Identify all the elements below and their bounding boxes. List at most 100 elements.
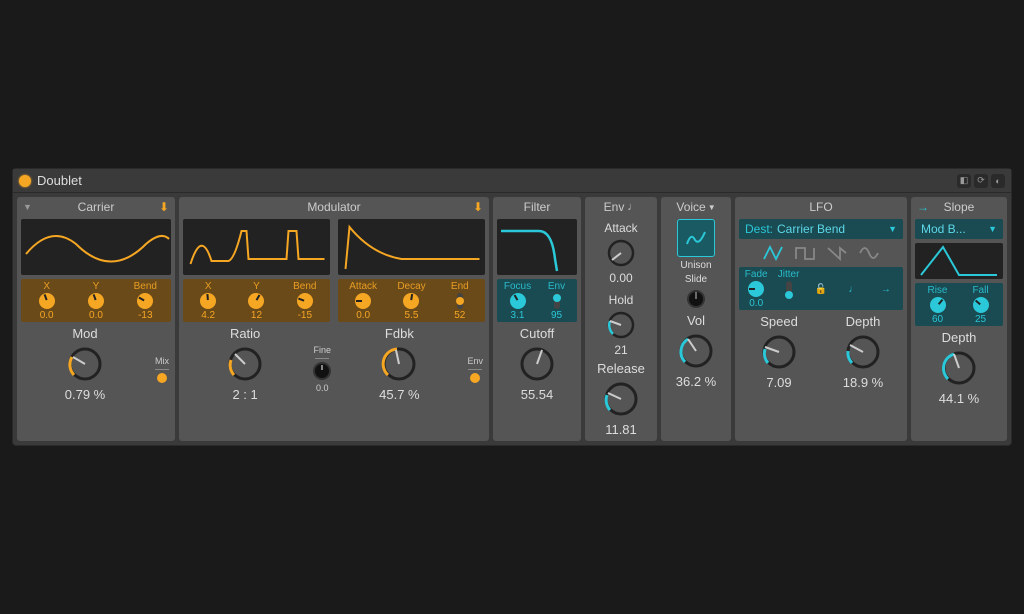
env-release-knob[interactable] (602, 380, 640, 418)
filter-env-label: Env (548, 281, 565, 292)
retrigger-icon[interactable]: → (878, 281, 894, 297)
mod-fdbk-value: 45.7 % (379, 387, 419, 402)
mod-decay-knob[interactable] (403, 293, 419, 309)
filter-focus-value: 3.1 (511, 310, 525, 321)
lfo-dest-value: Carrier Bend (777, 222, 845, 236)
titlebar-button-1[interactable]: ◧ (957, 174, 971, 188)
env-attack-stack: Attack 0.00 (585, 217, 657, 289)
carrier-wave-display[interactable] (21, 219, 171, 275)
carrier-bend-knob[interactable] (137, 293, 153, 309)
lfo-note-value (852, 298, 855, 309)
slope-depth-label: Depth (942, 330, 977, 345)
mod-fine-side: Fine 0.0 (311, 326, 333, 402)
voice-dropdown-icon[interactable]: ▼ (708, 203, 716, 212)
slope-dest-row[interactable]: Mod B... ▼ (915, 219, 1003, 239)
modulator-wave-display[interactable] (183, 219, 330, 275)
slope-rise-value: 60 (932, 314, 943, 325)
env-panel: Env ♩ Attack 0.00 Hold 21 Release 11 (585, 197, 657, 441)
lfo-fade-knob[interactable] (748, 281, 764, 297)
filter-mini: Focus3.1 Env95 (497, 279, 577, 322)
filter-cutoff-label: Cutoff (520, 326, 554, 341)
lfo-speed-knob[interactable] (760, 333, 798, 371)
voice-slide-knob[interactable] (685, 288, 707, 310)
carrier-mod-knob[interactable] (66, 345, 104, 383)
env-attack-knob[interactable] (606, 238, 636, 268)
device-enable-led[interactable] (19, 175, 31, 187)
voice-title: Voice (676, 200, 705, 214)
note-icon[interactable]: ♩ (627, 201, 638, 213)
mod-y-label: Y (253, 281, 260, 292)
voice-vol-knob[interactable] (677, 332, 715, 370)
filter-cutoff-block: Cutoff 55.54 (497, 326, 577, 402)
lfo-title: LFO (809, 200, 832, 214)
filter-panel: Filter Focus3.1 Env95 Cutoff 55.54 (493, 197, 581, 441)
lfo-depth-knob[interactable] (844, 333, 882, 371)
mod-y-knob[interactable] (248, 293, 264, 309)
note-sync-icon[interactable]: ♩ (845, 281, 861, 297)
mod-ratio-knob[interactable] (226, 345, 264, 383)
lfo-jitter-label: Jitter (778, 269, 800, 280)
carrier-x-knob[interactable] (39, 293, 55, 309)
download-icon[interactable]: ⬇ (159, 200, 169, 214)
lfo-speed-value: 7.09 (766, 375, 791, 390)
lfo-header: LFO (735, 197, 907, 217)
slope-header: → Slope (911, 197, 1007, 217)
modulator-mini1: X4.2 Y12 Bend-15 (183, 279, 330, 322)
voice-vol-value: 36.2 % (676, 374, 716, 389)
titlebar-button-3[interactable]: ◐ (991, 174, 1005, 188)
lfo-jitter-slider[interactable] (786, 281, 792, 297)
mod-env-side: Env (466, 326, 486, 402)
voice-vol-row: Vol 36.2 % (661, 313, 731, 393)
modulator-env-display[interactable] (338, 219, 485, 275)
mod-end-slider[interactable] (457, 293, 463, 309)
modulator-panel: Modulator ⬇ X4.2 Y12 Bend-15 Attack0.0 (179, 197, 489, 441)
filter-cutoff-knob[interactable] (518, 345, 556, 383)
filter-env-slider[interactable] (554, 293, 560, 309)
mod-attack-value: 0.0 (356, 310, 370, 321)
carrier-bend-label: Bend (134, 281, 157, 292)
mod-attack-knob[interactable] (355, 293, 371, 309)
slope-bottom: Depth 44.1 % (911, 328, 1007, 410)
mod-fine-knob[interactable] (313, 362, 331, 380)
mod-fine-value: 0.0 (316, 383, 329, 393)
mix-line (155, 369, 169, 370)
lfo-wave-sine-icon[interactable] (858, 245, 880, 261)
lock-icon[interactable]: 🔓 (813, 281, 829, 297)
device-title: Doublet (37, 173, 82, 188)
slope-depth-knob[interactable] (940, 349, 978, 387)
carrier-y-knob[interactable] (88, 293, 104, 309)
env-hold-value: 21 (614, 343, 627, 357)
titlebar-button-2[interactable]: ⟳ (974, 174, 988, 188)
slope-arrow-icon[interactable]: → (917, 200, 929, 214)
mod-bend-knob[interactable] (297, 293, 313, 309)
carrier-bend-value: -13 (138, 310, 152, 321)
slope-panel: → Slope Mod B... ▼ Rise60 Fall25 Depth (911, 197, 1007, 441)
slope-rise-knob[interactable] (930, 297, 946, 313)
mod-fdbk-knob[interactable] (380, 345, 418, 383)
mod-env-dot[interactable] (470, 373, 480, 383)
lfo-dest-row[interactable]: Dest: Carrier Bend ▼ (739, 219, 903, 239)
filter-curve-display[interactable] (497, 219, 577, 275)
lfo-wave-tri-icon[interactable] (762, 245, 784, 261)
carrier-header: ▼ Carrier ⬇ (17, 197, 175, 217)
env-hold-knob[interactable] (606, 310, 636, 340)
voice-mode-tile[interactable] (677, 219, 715, 257)
slope-fall-knob[interactable] (973, 297, 989, 313)
mod-fdbk-block: Fdbk 45.7 % (337, 326, 461, 402)
mod-decay-label: Decay (397, 281, 425, 292)
lfo-wave-square-icon[interactable] (794, 245, 816, 261)
slope-shape-display[interactable] (915, 243, 1003, 279)
lfo-speed-block: Speed 7.09 (739, 314, 819, 390)
download-icon[interactable]: ⬇ (473, 200, 483, 214)
lfo-wave-saw-icon[interactable] (826, 245, 848, 261)
mod-ratio-block: Ratio 2 : 1 (183, 326, 307, 402)
lfo-depth-block: Depth 18.9 % (823, 314, 903, 390)
filter-focus-knob[interactable] (510, 293, 526, 309)
lfo-fade-value: 0.0 (749, 298, 763, 309)
mod-x-knob[interactable] (200, 293, 216, 309)
carrier-y-label: Y (93, 281, 100, 292)
carrier-mix-dot[interactable] (157, 373, 167, 383)
mod-attack-label: Attack (349, 281, 377, 292)
collapse-icon[interactable]: ▼ (23, 202, 32, 212)
carrier-y-cell: Y 0.0 (72, 281, 119, 321)
